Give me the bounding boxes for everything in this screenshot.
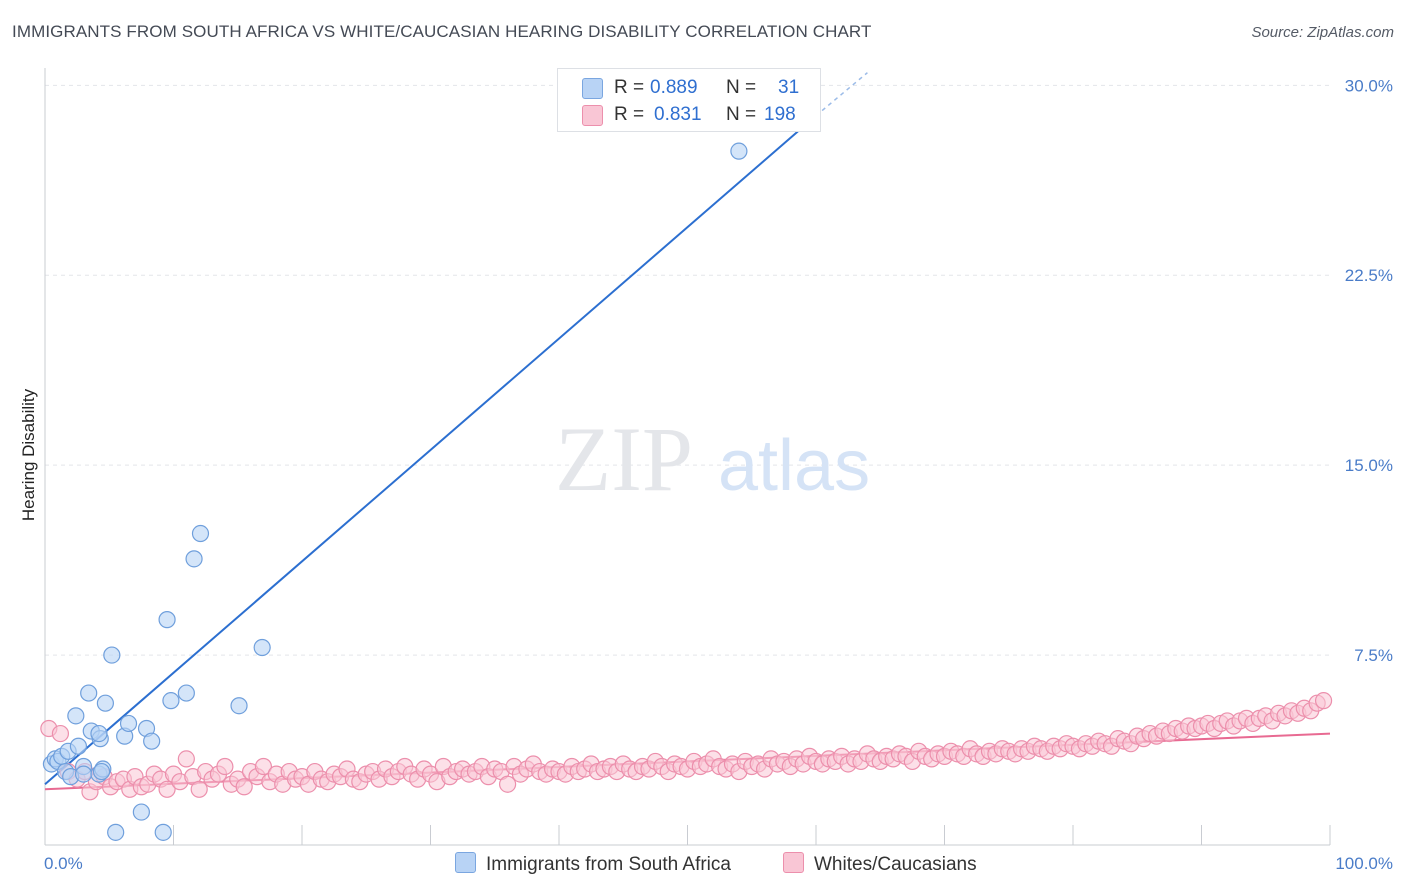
legend-swatch-blue	[455, 852, 476, 873]
watermark-zip: ZIP	[555, 408, 693, 510]
point-immigrants-15	[96, 694, 114, 712]
point-whites-20	[177, 750, 195, 768]
x-tick-label-max: 100.0%	[1335, 854, 1393, 873]
y-tick-labels: 7.5% 15.0% 22.5% 30.0%	[1345, 76, 1393, 665]
y-tick-label-3: 30.0%	[1345, 76, 1393, 95]
point-immigrants-33	[253, 638, 271, 657]
point-immigrants-10	[74, 765, 93, 783]
legend-r-label: R =	[614, 104, 645, 125]
y-tick-label-2: 22.5%	[1345, 266, 1393, 285]
point-immigrants-17	[90, 724, 108, 743]
series-immigrants-south-africa	[42, 142, 748, 841]
y-tick-label-1: 15.0%	[1345, 456, 1393, 475]
legend-swatch-blue	[582, 78, 603, 99]
point-whites-70	[499, 775, 517, 793]
point-whites-1	[51, 724, 70, 743]
point-whites-22	[190, 780, 208, 798]
point-immigrants-11	[80, 684, 98, 702]
x-tick-label-min: 0.0%	[44, 854, 83, 873]
watermark-atlas: atlas	[718, 426, 870, 506]
legend-item-whites: Whites/Caucasians	[783, 852, 977, 876]
point-immigrants-29	[158, 611, 176, 629]
trend-line-immigrants-extension	[815, 72, 868, 117]
point-immigrants-18	[92, 762, 111, 781]
point-immigrants-31	[191, 524, 210, 543]
point-whites-17	[158, 780, 176, 798]
point-immigrants-30	[185, 550, 203, 568]
source-credit: Source: ZipAtlas.com	[1251, 24, 1394, 41]
legend-swatch-pink	[783, 852, 804, 873]
gridlines	[45, 84, 1330, 656]
legend-r-label: R =	[614, 77, 645, 98]
axes	[44, 68, 1331, 846]
point-whites-32	[254, 757, 273, 776]
point-immigrants-27	[177, 684, 195, 702]
y-axis-label: Hearing Disability	[19, 388, 38, 521]
point-immigrants-7	[67, 707, 85, 725]
legend-n-value: 198	[764, 104, 796, 125]
point-whites-26	[216, 757, 234, 776]
point-whites-29	[235, 778, 253, 796]
point-immigrants-28	[154, 823, 172, 841]
series-whites-caucasians	[40, 692, 1333, 801]
legend-n-label: N =	[726, 104, 757, 125]
legend-n-value: 31	[778, 77, 800, 98]
point-immigrants-26	[162, 692, 180, 710]
legend-n-label: N =	[726, 77, 757, 98]
trend-line-immigrants	[44, 114, 817, 785]
point-immigrants-23	[132, 803, 150, 821]
point-immigrants-8	[69, 737, 88, 755]
point-immigrants-22	[119, 714, 138, 733]
stats-legend: R = 0.889 N = 31 R = 0.831 N = 198	[557, 68, 821, 132]
watermark: ZIP atlas	[555, 408, 870, 510]
point-immigrants-34	[730, 142, 748, 160]
point-whites-197	[1314, 692, 1333, 710]
legend-item-immigrants: Immigrants from South Africa	[455, 852, 731, 876]
legend-r-value: 0.889	[650, 77, 698, 98]
point-immigrants-20	[107, 823, 125, 841]
legend-r-value: 0.831	[654, 104, 702, 125]
point-immigrants-25	[143, 732, 161, 750]
point-immigrants-32	[230, 697, 248, 715]
legend-label: Whites/Caucasians	[814, 854, 977, 875]
legend-label: Immigrants from South Africa	[486, 854, 731, 875]
point-immigrants-19	[103, 646, 121, 664]
legend-swatch-pink	[582, 105, 603, 126]
chart-title: IMMIGRANTS FROM SOUTH AFRICA VS WHITE/CA…	[12, 22, 872, 41]
y-tick-label-0: 7.5%	[1354, 646, 1393, 665]
